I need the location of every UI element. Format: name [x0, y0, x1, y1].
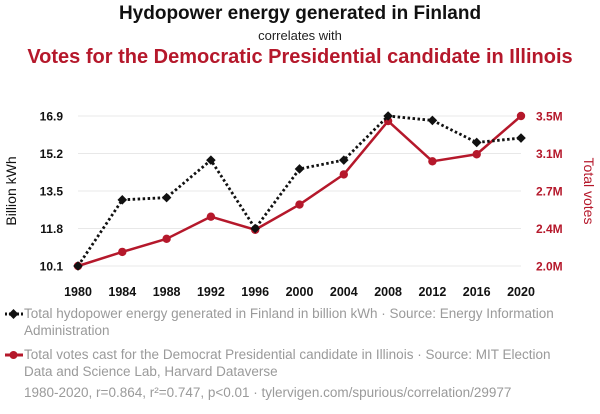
- y-right-tick-label: 3.5M: [536, 110, 563, 124]
- legend-hydro-label: Total hydopower energy generated in Finl…: [24, 306, 554, 338]
- chart-connector: correlates with: [258, 28, 342, 43]
- series-votes-point: [339, 170, 348, 179]
- footer-stats: 1980-2020, r=0.864, r²=0.747, p<0.01 · t…: [24, 385, 512, 400]
- y-right-tick-label: 3.1M: [536, 147, 563, 161]
- series-votes-point: [206, 212, 216, 221]
- series-hydro-point: [117, 195, 128, 205]
- series-hydro-point: [294, 164, 305, 174]
- x-tick-label: 1988: [153, 285, 181, 299]
- series-hydro-line: [76, 114, 522, 267]
- series-votes-point: [295, 200, 304, 209]
- x-tick-label: 2016: [463, 285, 491, 299]
- y-left-tick-label: 11.8: [40, 222, 63, 236]
- series-votes-point: [516, 111, 526, 121]
- chart-title: Hydopower energy generated in Finland: [118, 3, 482, 24]
- y-right-tick-label: 2.4M: [536, 222, 563, 236]
- y-left-axis-label: Billion kWh: [3, 156, 19, 225]
- y-left-tick-label: 10.1: [40, 260, 64, 274]
- x-tick-label: 2020: [507, 285, 535, 299]
- series-hydro-point: [516, 133, 526, 143]
- y-left-tick-label: 16.9: [40, 110, 64, 124]
- x-tick-label: 1980: [64, 285, 92, 299]
- series-hydro-point: [339, 155, 349, 165]
- chart-subtitle: Votes for the Democratic Presidential ca…: [27, 46, 573, 68]
- y-right-tick-label: 2.7M: [536, 185, 563, 199]
- series-votes-point: [118, 247, 127, 257]
- series-hydro-point: [250, 223, 260, 234]
- series-votes-point: [162, 234, 171, 244]
- x-tick-label: 2012: [418, 285, 446, 299]
- series-votes-point: [428, 157, 437, 166]
- legend-votes-label: Total votes cast for the Democrat Presid…: [24, 347, 551, 379]
- y-left-tick-label: 13.5: [40, 185, 64, 199]
- line-chart: 10.1 2.0M 11.8 2.4M 13.5 2.7M 15.2 3.1M 16.9 3.5M…: [3, 110, 597, 300]
- legend-votes-swatch: [5, 351, 23, 359]
- series-hydro-point: [383, 111, 393, 121]
- x-tick-label: 2008: [374, 285, 402, 299]
- y-left-tick-label: 15.2: [40, 147, 64, 161]
- series-hydro-point: [206, 155, 216, 165]
- series-hydro-point: [427, 115, 438, 126]
- series-hydro-point: [73, 261, 83, 271]
- x-tick-label: 2000: [286, 285, 314, 299]
- series-hydro-point: [471, 137, 482, 148]
- series-hydro-point: [161, 192, 172, 203]
- x-tick-label: 1992: [197, 285, 225, 299]
- title-block: Hydopower energy generated in Finland co…: [0, 2, 600, 69]
- x-tick-label: 1996: [241, 285, 269, 299]
- x-tick-label: 1984: [108, 285, 136, 299]
- y-right-tick-label: 2.0M: [536, 260, 563, 274]
- y-right-axis-label: Total votes: [581, 158, 597, 225]
- x-tick-label: 2004: [330, 285, 358, 299]
- series-votes-point: [472, 150, 481, 159]
- legend-hydro-swatch: [5, 309, 23, 319]
